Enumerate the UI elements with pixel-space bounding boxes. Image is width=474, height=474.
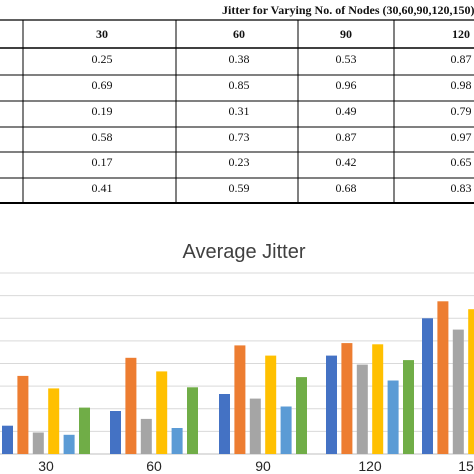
table-cell: 0.83 xyxy=(451,181,472,195)
bar xyxy=(125,357,137,454)
jitter-table: Jitter for Varying No. of Nodes (30,60,9… xyxy=(0,0,474,204)
bar xyxy=(265,355,277,454)
bar xyxy=(32,432,44,454)
x-tick-label: 120 xyxy=(358,458,382,474)
bars xyxy=(2,301,474,454)
jitter-table-grid: Jitter for Varying No. of Nodes (30,60,9… xyxy=(0,3,474,204)
table-cell: 0.41 xyxy=(92,181,113,195)
bar xyxy=(156,371,168,454)
bar xyxy=(452,329,464,454)
table-caption: Jitter for Varying No. of Nodes (30,60,9… xyxy=(222,3,474,17)
table-cell: 0.87 xyxy=(451,52,472,66)
table-cell: 0.59 xyxy=(229,181,250,195)
table-cell: 0.85 xyxy=(229,78,250,92)
bar xyxy=(187,387,198,454)
bar xyxy=(296,377,307,454)
bar xyxy=(219,394,230,454)
table-cell: 0.49 xyxy=(336,104,357,118)
table-cell: 0.97 xyxy=(451,130,472,144)
table-header-30: 30 xyxy=(96,27,108,41)
bar xyxy=(140,418,152,454)
table-cell: 0.25 xyxy=(92,52,113,66)
table-cell: 0.38 xyxy=(229,52,250,66)
bar xyxy=(468,309,474,454)
table-cell: 0.69 xyxy=(92,78,113,92)
table-header-120: 120 xyxy=(452,27,470,41)
x-tick-label: 15 xyxy=(458,458,474,474)
bar xyxy=(249,398,261,454)
table-cell: 0.23 xyxy=(229,155,250,169)
bar xyxy=(387,380,399,454)
bar xyxy=(171,428,183,454)
x-tick-label: 90 xyxy=(255,458,271,474)
bar xyxy=(422,318,433,454)
bar xyxy=(48,388,60,454)
bar xyxy=(403,360,414,454)
table-cell: 0.19 xyxy=(92,104,113,118)
bar xyxy=(372,344,384,454)
x-tick-label: 60 xyxy=(146,458,162,474)
bar xyxy=(234,345,246,454)
table-cell: 0.31 xyxy=(229,104,250,118)
table-header-90: 90 xyxy=(340,27,352,41)
table-cell: 0.87 xyxy=(336,130,357,144)
table-header-60: 60 xyxy=(233,27,245,41)
bar xyxy=(356,364,368,454)
bar xyxy=(63,434,75,454)
table-cell: 0.98 xyxy=(451,78,472,92)
table-cell: 0.53 xyxy=(336,52,357,66)
bar xyxy=(341,343,353,454)
table-cell: 0.17 xyxy=(92,155,113,169)
table-cell: 0.96 xyxy=(336,78,357,92)
x-tick-label: 30 xyxy=(38,458,54,474)
table-cell: 0.79 xyxy=(451,104,472,118)
average-jitter-chart: Average Jitter 30 60 90 120 15 xyxy=(0,241,474,474)
bar xyxy=(79,407,90,454)
table-cell: 0.58 xyxy=(92,130,113,144)
table-cell: 0.73 xyxy=(229,130,250,144)
bar xyxy=(280,406,292,454)
table-cell: 0.65 xyxy=(451,155,472,169)
bar xyxy=(437,301,449,454)
table-cell: 0.42 xyxy=(336,155,357,169)
bar xyxy=(2,425,13,454)
bar xyxy=(326,355,337,454)
x-axis-labels: 30 60 90 120 15 xyxy=(38,458,474,474)
bar xyxy=(17,375,29,454)
table-cell: 0.68 xyxy=(336,181,357,195)
chart-title: Average Jitter xyxy=(182,241,305,263)
bar xyxy=(110,411,121,454)
